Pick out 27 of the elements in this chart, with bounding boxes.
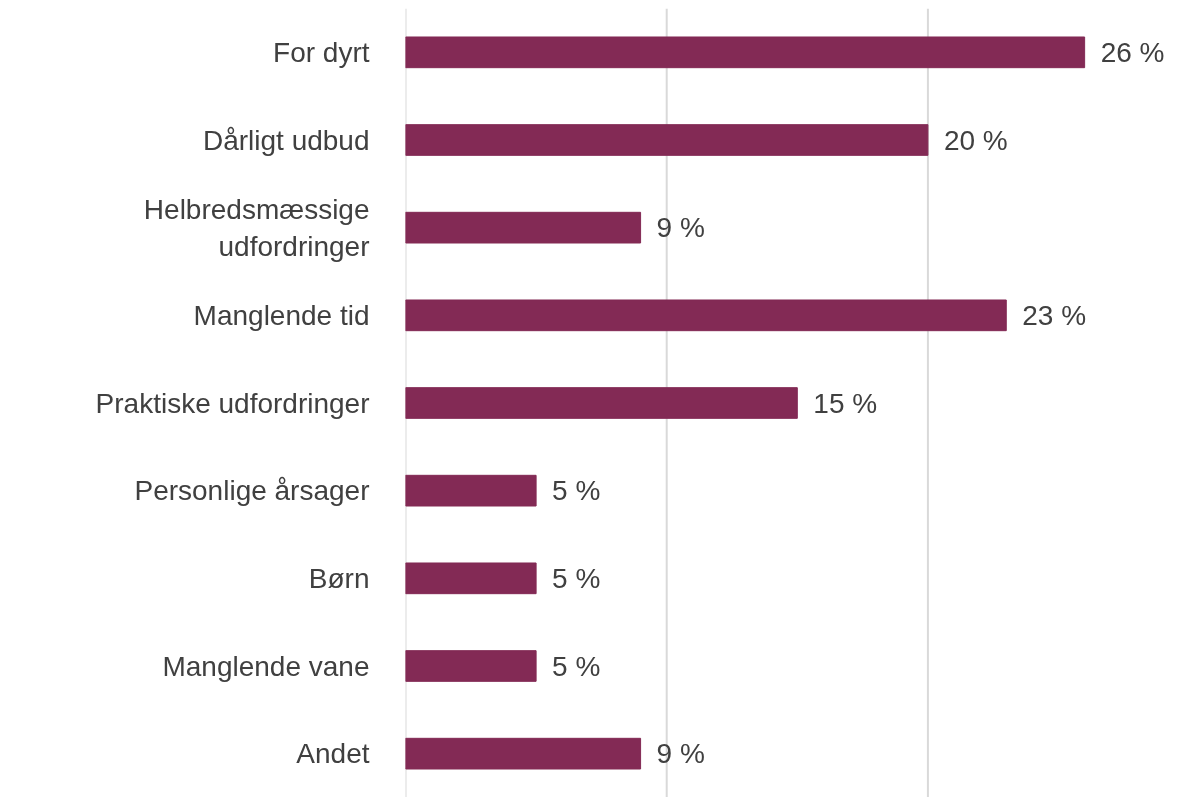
y-tick-label: Børn [308, 562, 370, 594]
bar [405, 737, 642, 770]
y-tick-label: For dyrt [273, 36, 370, 68]
bar [405, 299, 1007, 332]
bar [405, 36, 1086, 69]
data-label: 5 % [552, 475, 601, 507]
data-label: 20 % [943, 124, 1008, 156]
y-tick-label: Dårligt udbud [202, 124, 370, 156]
bar [405, 474, 537, 507]
data-label: 5 % [552, 650, 601, 682]
data-label: 9 % [656, 212, 705, 244]
bar [405, 650, 537, 682]
bar [405, 124, 929, 156]
data-label: 26 % [1100, 36, 1165, 68]
y-tick-label: Praktiske udfordringer [95, 387, 370, 419]
data-label: 23 % [1022, 299, 1087, 331]
y-tick-label: Manglende tid [193, 299, 370, 331]
y-tick-label: Andet [296, 738, 370, 770]
y-tick-label: Personlige årsager [134, 475, 370, 507]
data-label: 5 % [552, 562, 601, 594]
y-tick-label: Manglende vane [162, 650, 370, 682]
y-tick-label: Helbredsmæssige udfordringer [143, 193, 370, 262]
bar [405, 387, 798, 419]
data-label: 9 % [656, 738, 705, 770]
bar [405, 211, 642, 244]
bar [405, 562, 537, 595]
data-label: 15 % [813, 387, 878, 419]
